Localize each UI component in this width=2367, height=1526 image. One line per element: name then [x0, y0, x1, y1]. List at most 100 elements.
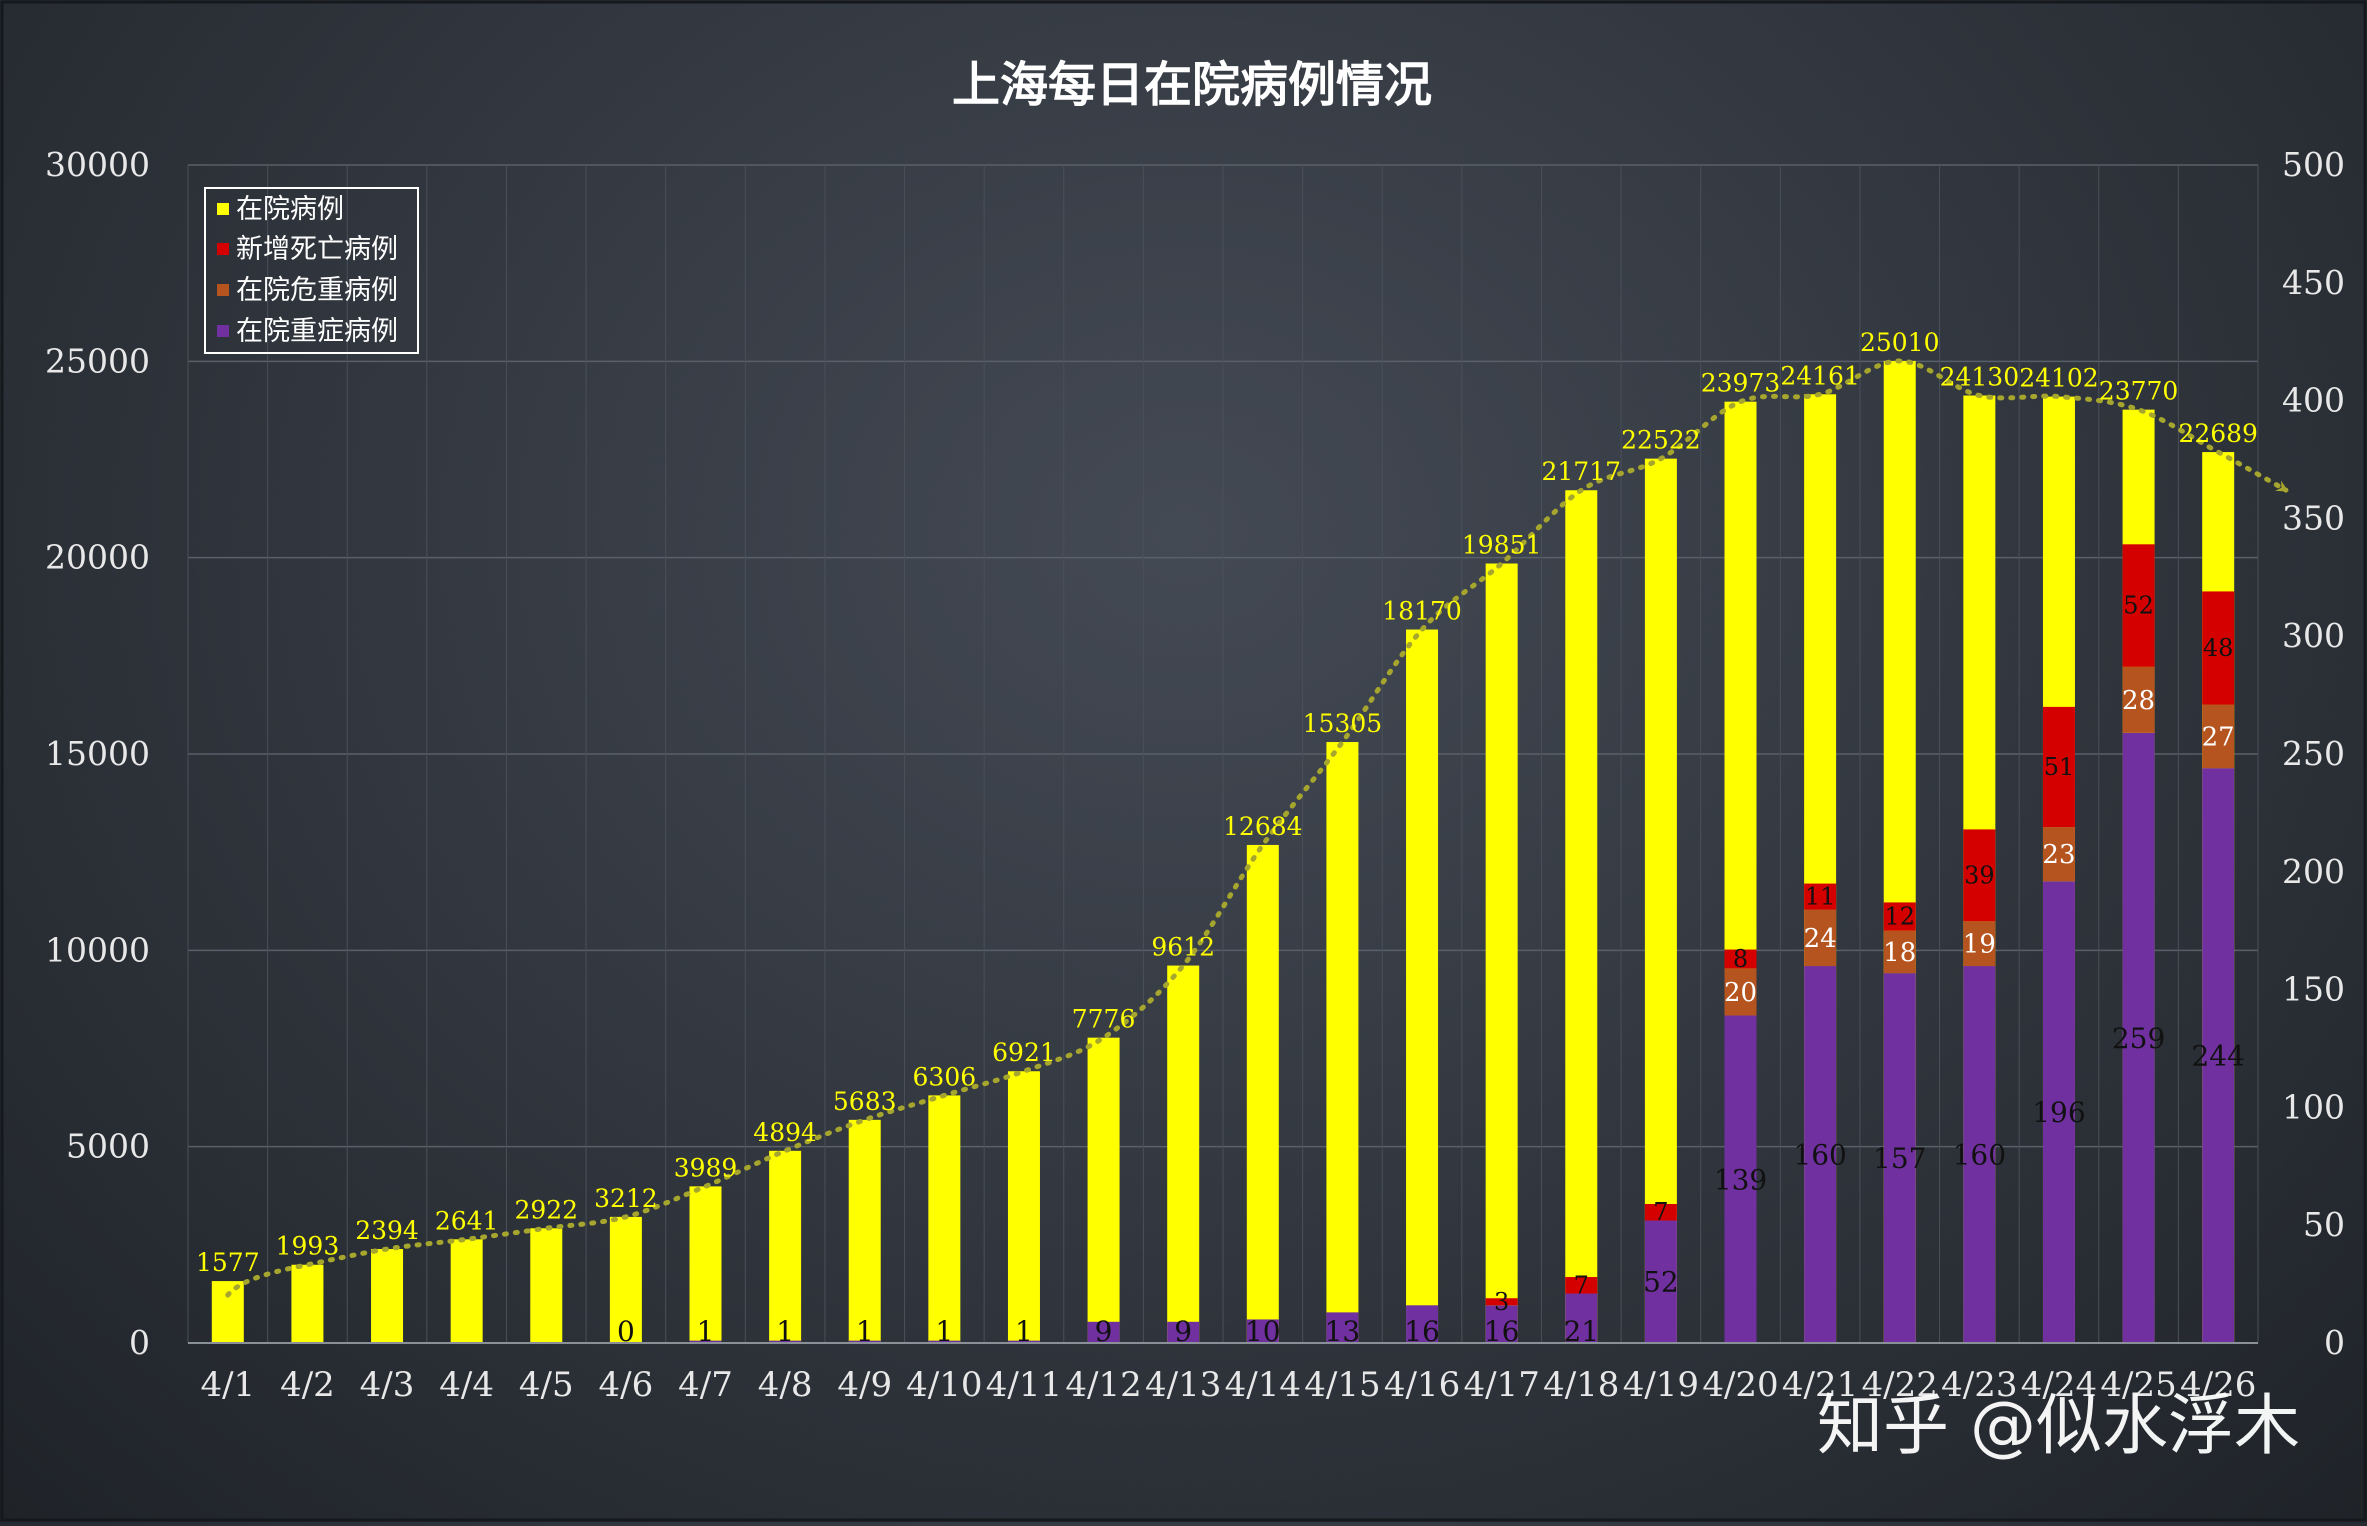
bar-hospitalized — [769, 1150, 802, 1343]
label-severe: 1 — [776, 1315, 794, 1348]
label-hospitalized: 6306 — [913, 1062, 977, 1091]
label-hospitalized: 25010 — [1860, 328, 1940, 357]
label-deaths: 48 — [2203, 634, 2234, 662]
legend-label-critical: 在院危重病例 — [236, 275, 398, 306]
bar-severe — [1087, 1321, 1120, 1343]
label-deaths: 7 — [1653, 1198, 1668, 1226]
bar-deaths — [2202, 591, 2235, 705]
bar-hospitalized — [1007, 1071, 1040, 1343]
x-tick-label: 4/3 — [360, 1365, 415, 1405]
label-hospitalized: 9612 — [1151, 933, 1215, 962]
label-hospitalized: 1577 — [196, 1248, 260, 1277]
bar-severe — [2122, 732, 2155, 1343]
bar-hospitalized — [928, 1095, 961, 1343]
x-tick-label: 4/11 — [986, 1365, 1062, 1405]
x-tick-label: 4/19 — [1623, 1365, 1699, 1405]
label-deaths: 3 — [1494, 1288, 1509, 1316]
bar-critical — [1724, 968, 1757, 1016]
x-tick-label: 4/14 — [1225, 1365, 1301, 1405]
y-right-tick-label: 400 — [2282, 381, 2345, 420]
label-deaths: 12 — [1884, 903, 1915, 931]
y-right-tick-label: 100 — [2282, 1087, 2345, 1126]
legend-label-severe: 在院重症病例 — [236, 316, 398, 347]
x-tick-label: 4/16 — [1384, 1365, 1460, 1405]
label-critical: 27 — [2202, 722, 2235, 752]
label-severe: 157 — [1873, 1142, 1926, 1175]
legend-swatch-deaths — [217, 243, 229, 255]
x-tick-label: 4/17 — [1463, 1365, 1539, 1405]
bar-hospitalized — [291, 1264, 324, 1343]
bar-hospitalized — [1087, 1037, 1120, 1343]
y-right-tick-label: 350 — [2282, 498, 2345, 537]
x-tick-label: 4/26 — [2180, 1365, 2256, 1405]
bar-critical — [1963, 921, 1996, 967]
x-tick-label: 4/23 — [1941, 1365, 2017, 1405]
bar-hospitalized — [1246, 844, 1279, 1343]
label-hospitalized: 7776 — [1072, 1005, 1136, 1034]
bar-deaths — [1804, 883, 1837, 910]
trendline-path — [225, 358, 2289, 1298]
label-hospitalized: 5683 — [833, 1087, 897, 1116]
bar-critical — [1804, 909, 1837, 967]
bar-critical — [2042, 827, 2075, 882]
bar-severe — [1406, 1305, 1439, 1343]
label-hospitalized: 18170 — [1382, 597, 1462, 626]
bar-severe — [848, 1340, 881, 1343]
trendline — [225, 358, 2289, 1298]
label-critical: 18 — [1883, 938, 1916, 968]
label-severe: 259 — [2112, 1022, 2165, 1055]
label-hospitalized: 1993 — [276, 1232, 340, 1261]
label-severe: 1 — [1015, 1315, 1033, 1348]
bar-hospitalized — [848, 1119, 881, 1343]
bar-severe — [769, 1340, 802, 1343]
bar-deaths — [1644, 1203, 1677, 1221]
bar-hospitalized — [609, 1216, 642, 1343]
bar-severe — [1007, 1340, 1040, 1343]
label-hospitalized: 3989 — [674, 1153, 738, 1182]
label-severe: 0 — [617, 1315, 635, 1348]
legend-box — [204, 187, 419, 354]
label-deaths: 39 — [1964, 861, 1995, 889]
label-hospitalized: 23973 — [1701, 369, 1781, 398]
bar-severe — [1963, 966, 1996, 1343]
legend-label-hospitalized: 在院病例 — [236, 194, 344, 225]
label-critical: 28 — [2122, 686, 2155, 716]
label-hospitalized: 2922 — [514, 1195, 578, 1224]
x-tick-label: 4/2 — [280, 1365, 335, 1405]
bar-hospitalized — [1326, 742, 1359, 1343]
y-right-tick-label: 0 — [2324, 1323, 2345, 1362]
chart-title: 上海每日在院病例情况 — [952, 57, 1432, 113]
label-severe: 9 — [1174, 1315, 1192, 1348]
bar-deaths — [1963, 829, 1996, 922]
bars — [211, 360, 2235, 1344]
x-tick-label: 4/20 — [1702, 1365, 1778, 1405]
bar-severe — [2202, 768, 2235, 1343]
bar-deaths — [1883, 902, 1916, 931]
label-hospitalized: 21717 — [1542, 457, 1622, 486]
label-severe: 160 — [1793, 1139, 1846, 1172]
label-severe: 9 — [1095, 1315, 1113, 1348]
legend-swatch-critical — [217, 284, 229, 296]
label-hospitalized: 15305 — [1303, 709, 1383, 738]
x-tick-label: 4/8 — [758, 1365, 813, 1405]
label-hospitalized: 3212 — [594, 1184, 658, 1213]
y-right-tick-label: 150 — [2282, 970, 2345, 1009]
label-severe: 1 — [856, 1315, 874, 1348]
y-left-tick-label: 15000 — [45, 734, 150, 773]
x-tick-label: 4/6 — [599, 1365, 654, 1405]
label-hospitalized: 2641 — [435, 1206, 499, 1235]
bar-deaths — [1724, 949, 1757, 969]
bar-severe — [1167, 1321, 1200, 1343]
bar-hospitalized — [1167, 965, 1200, 1343]
label-hospitalized: 4894 — [753, 1118, 817, 1147]
legend-swatch-hospitalized — [217, 203, 229, 215]
bar-hospitalized — [530, 1228, 563, 1343]
x-tick-label: 4/24 — [2021, 1365, 2097, 1405]
bar-severe — [1326, 1312, 1359, 1343]
bar-hospitalized — [371, 1248, 404, 1343]
label-critical: 19 — [1963, 930, 1996, 960]
y-right-tick-label: 250 — [2282, 734, 2345, 773]
y-left-tick-label: 10000 — [45, 930, 150, 969]
